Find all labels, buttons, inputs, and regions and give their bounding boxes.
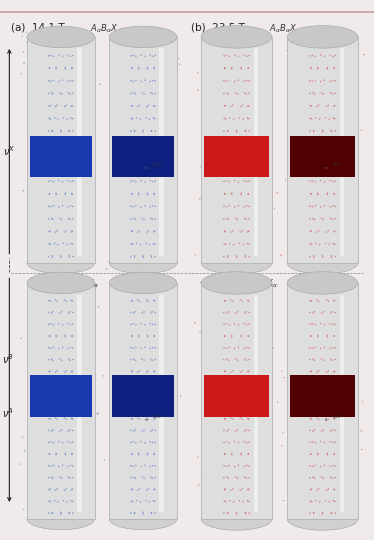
Bar [30, 136, 92, 177]
Ellipse shape [201, 272, 272, 294]
Bar [340, 295, 344, 512]
Bar [254, 48, 258, 256]
Bar [290, 375, 355, 417]
Bar [77, 48, 82, 256]
Ellipse shape [287, 252, 358, 274]
Bar [204, 136, 269, 177]
Bar [27, 37, 95, 263]
Bar [109, 37, 177, 263]
Text: $A_+B_{\alpha}X_{\alpha}$: $A_+B_{\alpha}X_{\alpha}$ [64, 277, 99, 289]
Bar [290, 136, 355, 177]
Bar [27, 283, 95, 519]
Ellipse shape [201, 26, 272, 48]
Bar [340, 48, 344, 256]
Bar [204, 375, 269, 417]
Bar [254, 295, 258, 512]
Ellipse shape [287, 26, 358, 48]
Ellipse shape [109, 26, 177, 48]
Ellipse shape [27, 252, 95, 274]
Ellipse shape [201, 508, 272, 530]
Text: $A_{\alpha}B_{\alpha}X_+$: $A_{\alpha}B_{\alpha}X_+$ [269, 23, 303, 35]
Text: (b)  23.5 T: (b) 23.5 T [191, 23, 245, 33]
Ellipse shape [201, 252, 272, 274]
Text: $\nu^X$: $\nu^X$ [3, 144, 16, 158]
Bar [201, 283, 272, 519]
Text: 100$\degree$: 100$\degree$ [332, 161, 343, 168]
Bar [30, 375, 92, 417]
Ellipse shape [27, 508, 95, 530]
Text: 100$\degree$: 100$\degree$ [332, 413, 343, 420]
Text: $A_+B_{\alpha}X_{\alpha}$: $A_+B_{\alpha}X_{\alpha}$ [243, 277, 278, 289]
Bar [159, 48, 164, 256]
Bar [159, 295, 164, 512]
Text: $\nu^A$: $\nu^A$ [2, 406, 14, 420]
Text: (a)  14.1 T: (a) 14.1 T [11, 23, 65, 33]
Ellipse shape [27, 26, 95, 48]
Ellipse shape [287, 272, 358, 294]
Bar [77, 295, 82, 512]
Bar [287, 283, 358, 519]
Bar [201, 37, 272, 263]
Bar [112, 375, 174, 417]
Bar [112, 136, 174, 177]
Ellipse shape [109, 252, 177, 274]
Text: 100$\degree$: 100$\degree$ [152, 413, 163, 420]
Ellipse shape [287, 508, 358, 530]
Bar [109, 283, 177, 519]
Ellipse shape [27, 272, 95, 294]
Ellipse shape [109, 508, 177, 530]
Ellipse shape [109, 272, 177, 294]
Text: 100$\degree$: 100$\degree$ [152, 161, 163, 168]
Text: $\nu^B$: $\nu^B$ [2, 352, 15, 366]
Text: $A_{\alpha}B_{\alpha}X_+$: $A_{\alpha}B_{\alpha}X_+$ [90, 23, 123, 35]
Bar [287, 37, 358, 263]
